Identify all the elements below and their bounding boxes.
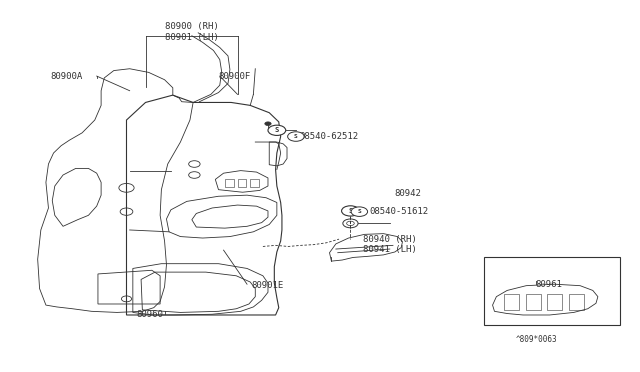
Circle shape [268,125,285,135]
Circle shape [343,219,358,228]
Text: 80961: 80961 [536,280,563,289]
Text: 80900F: 80900F [218,71,251,81]
Circle shape [351,207,367,217]
Bar [569,295,584,310]
Text: 80900 (RH)
80901 (LH): 80900 (RH) 80901 (LH) [165,22,219,42]
Text: S: S [275,127,279,133]
Text: S: S [348,208,353,214]
Bar [250,179,259,187]
Bar [237,179,246,187]
Text: 80901E: 80901E [252,281,284,290]
Circle shape [342,206,359,216]
Bar [547,295,563,310]
Bar [525,295,541,310]
Text: 80940 (RH)
80941 (LH): 80940 (RH) 80941 (LH) [363,235,417,254]
Circle shape [287,132,304,141]
Bar [225,179,234,187]
Text: 80900A: 80900A [50,71,83,81]
Text: 08540-62512: 08540-62512 [300,132,359,141]
Text: S: S [358,209,361,214]
Bar [484,257,620,325]
Bar [504,295,519,310]
Text: 80942: 80942 [395,189,422,198]
Text: ^809*0063: ^809*0063 [516,335,558,344]
Text: 08540-51612: 08540-51612 [369,207,429,216]
Circle shape [265,122,271,125]
Text: 80960: 80960 [136,311,163,320]
Text: S: S [294,134,298,139]
